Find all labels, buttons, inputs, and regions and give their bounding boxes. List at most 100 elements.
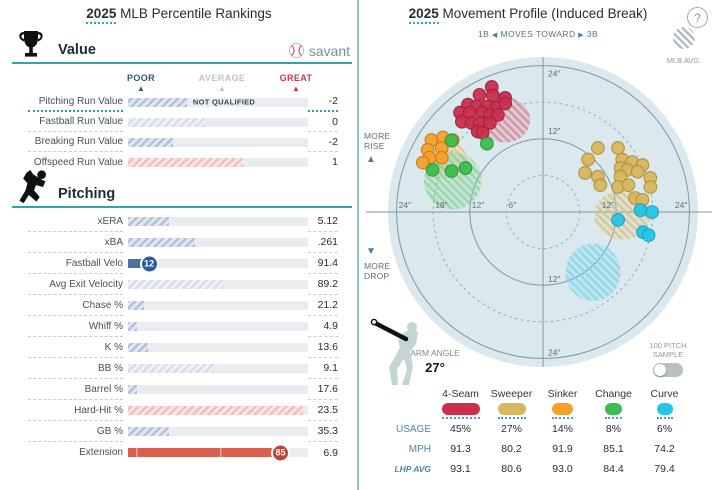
more-rise-label: MORE RISE xyxy=(364,131,391,152)
mph-value-4-Seam: 91.3 xyxy=(450,443,471,455)
movement-dot-Sweeper[interactable] xyxy=(578,166,592,180)
movement-dot-4-Seam[interactable] xyxy=(472,87,487,102)
ring-label: 18″ xyxy=(435,200,447,210)
season-year: 2025 xyxy=(408,6,439,24)
pitch-usage-pill-icon xyxy=(497,403,526,415)
movement-dot-Change[interactable] xyxy=(444,164,459,179)
pitch-sample-control: 100 PITCH SAMPLE xyxy=(640,341,696,377)
stat-value: 17.6 xyxy=(308,379,338,400)
season-year: 2025 xyxy=(86,6,117,24)
pitch-usage-pill-icon xyxy=(552,403,573,415)
stat-bar[interactable] xyxy=(123,400,308,421)
stat-value: 23.5 xyxy=(308,400,338,421)
stat-bar[interactable] xyxy=(123,337,308,358)
stat-bar[interactable] xyxy=(123,232,308,253)
stat-label: Extension xyxy=(79,447,123,458)
percentile-badge: 12 xyxy=(139,254,159,273)
usage-value-4-Seam: 45% xyxy=(449,423,471,435)
stat-row: Avg Exit Velocity 89.2 xyxy=(0,274,358,295)
not-qualified-note: NOT QUALIFIED xyxy=(192,97,256,107)
stat-bar[interactable] xyxy=(123,295,308,316)
pitch-swatch-cell[interactable] xyxy=(486,402,537,419)
pitch-column-header-Sweeper[interactable]: Sweeper xyxy=(490,388,533,400)
movement-dot-Curve[interactable] xyxy=(611,213,625,227)
legend-row-label-usage: USAGE xyxy=(395,423,431,435)
stat-bar[interactable]: 85 xyxy=(123,442,308,463)
legend-row-label-spacer2 xyxy=(358,402,435,419)
pitch-usage-pill-icon xyxy=(441,403,480,415)
stat-label: Breaking Run Value xyxy=(28,132,123,152)
stat-row: BB % 9.1 xyxy=(0,358,358,379)
movement-dot-Curve[interactable] xyxy=(641,228,656,243)
movement-dot-Change[interactable] xyxy=(444,133,459,148)
stat-bar[interactable]: 12 xyxy=(123,253,308,274)
pitch-legend-table: 4-Seam Sweeper Sinker Change Curve USAGE 45% 27… xyxy=(358,386,718,479)
pitch-column-header-Change[interactable]: Change xyxy=(595,388,632,400)
savant-logo: savant xyxy=(288,42,350,59)
stat-label: BB % xyxy=(28,358,123,379)
help-icon[interactable]: ? xyxy=(687,7,708,28)
ring-label: 12″ xyxy=(472,200,484,210)
pill-underline xyxy=(656,417,673,419)
lhp_avg-value-Sweeper: 80.6 xyxy=(501,463,522,475)
stat-bar[interactable] xyxy=(123,421,308,442)
stat-bar[interactable] xyxy=(123,358,308,379)
stat-bar[interactable] xyxy=(123,211,308,232)
movement-dot-Change[interactable] xyxy=(479,136,494,151)
movement-dot-Sweeper[interactable] xyxy=(581,152,596,167)
stat-bar[interactable] xyxy=(123,112,308,132)
pitch-column-header-Curve[interactable]: Curve xyxy=(650,388,679,400)
stat-value: 0 xyxy=(308,112,338,132)
direction-3b: 3B xyxy=(586,29,599,39)
pitch-column-header-Sinker[interactable]: Sinker xyxy=(547,388,578,400)
lhp_avg-value-Sinker: 93.0 xyxy=(552,463,573,475)
stat-bar[interactable] xyxy=(123,152,308,172)
movement-dot-Sweeper[interactable] xyxy=(591,141,605,155)
movement-dot-Curve[interactable] xyxy=(645,205,660,219)
stat-bar[interactable] xyxy=(123,274,308,295)
movement-dot-4-Seam[interactable] xyxy=(498,96,513,111)
movement-dot-Sweeper[interactable] xyxy=(593,178,608,193)
movement-dot-Sinker[interactable] xyxy=(415,155,430,170)
pitching-section-header: Pitching xyxy=(12,169,352,208)
legend-row-label-spacer xyxy=(358,386,435,402)
movement-profile-chart[interactable]: 24″ 18″ 12″ 6″ 12″ 24″ 24″ 12″ 12″ 24″ xyxy=(358,26,718,386)
scale-label-average: AVERAGE xyxy=(198,73,246,83)
movement-dot-Sweeper[interactable] xyxy=(621,178,636,193)
stat-row: Offspeed Run Value 1 xyxy=(0,152,358,172)
pitcher-icon xyxy=(14,169,56,210)
movement-dot-Sweeper[interactable] xyxy=(630,164,645,179)
movement-dot-Change[interactable] xyxy=(425,163,440,177)
pitch-usage-pill-icon xyxy=(656,403,673,415)
stat-bar[interactable] xyxy=(123,379,308,400)
pill-underline xyxy=(441,417,480,419)
stat-bar[interactable] xyxy=(123,132,308,152)
movement-dot-Change[interactable] xyxy=(458,161,473,175)
pitch-swatch-cell[interactable] xyxy=(588,402,639,419)
stat-value: 21.2 xyxy=(308,295,338,316)
lhp_avg-value-Curve: 79.4 xyxy=(654,463,675,475)
stat-bar[interactable] xyxy=(123,316,308,337)
pitch-swatch-cell[interactable] xyxy=(537,402,588,419)
lhp_avg-value-Change: 84.4 xyxy=(603,463,624,475)
movement-dot-Sweeper[interactable] xyxy=(611,141,625,155)
stat-label: Chase % xyxy=(28,295,123,316)
pitch-column-header-4-Seam[interactable]: 4-Seam xyxy=(442,388,479,400)
pitching-rows: xERA 5.12 xBA .261 Fastball Velo 12 91.4 Avg Ex… xyxy=(0,211,358,463)
pitch-sample-toggle[interactable] xyxy=(653,363,683,377)
stat-label: GB % xyxy=(28,421,123,442)
pitch-swatch-cell[interactable] xyxy=(435,402,486,419)
movement-dot-Sweeper[interactable] xyxy=(643,180,658,194)
stat-label: Fastball Run Value xyxy=(28,112,123,132)
stat-bar[interactable]: NOT QUALIFIED xyxy=(123,92,308,112)
direction-axis-label: 1B ◀ MOVES TOWARD ▶ 3B xyxy=(358,29,718,39)
movement-dot-4-Seam[interactable] xyxy=(483,116,497,130)
stat-row: Pitching Run Value NOT QUALIFIED -2 xyxy=(0,92,358,112)
pitch-swatch-cell[interactable] xyxy=(639,402,690,419)
usage-value-Sweeper: 27% xyxy=(500,423,522,435)
movement-dot-Curve[interactable] xyxy=(633,203,648,218)
more-drop-label: MORE DROP xyxy=(364,261,391,282)
ring-label: 24″ xyxy=(548,69,560,79)
movement-dot-Sinker[interactable] xyxy=(434,150,449,165)
stat-label: Whiff % xyxy=(28,316,123,337)
